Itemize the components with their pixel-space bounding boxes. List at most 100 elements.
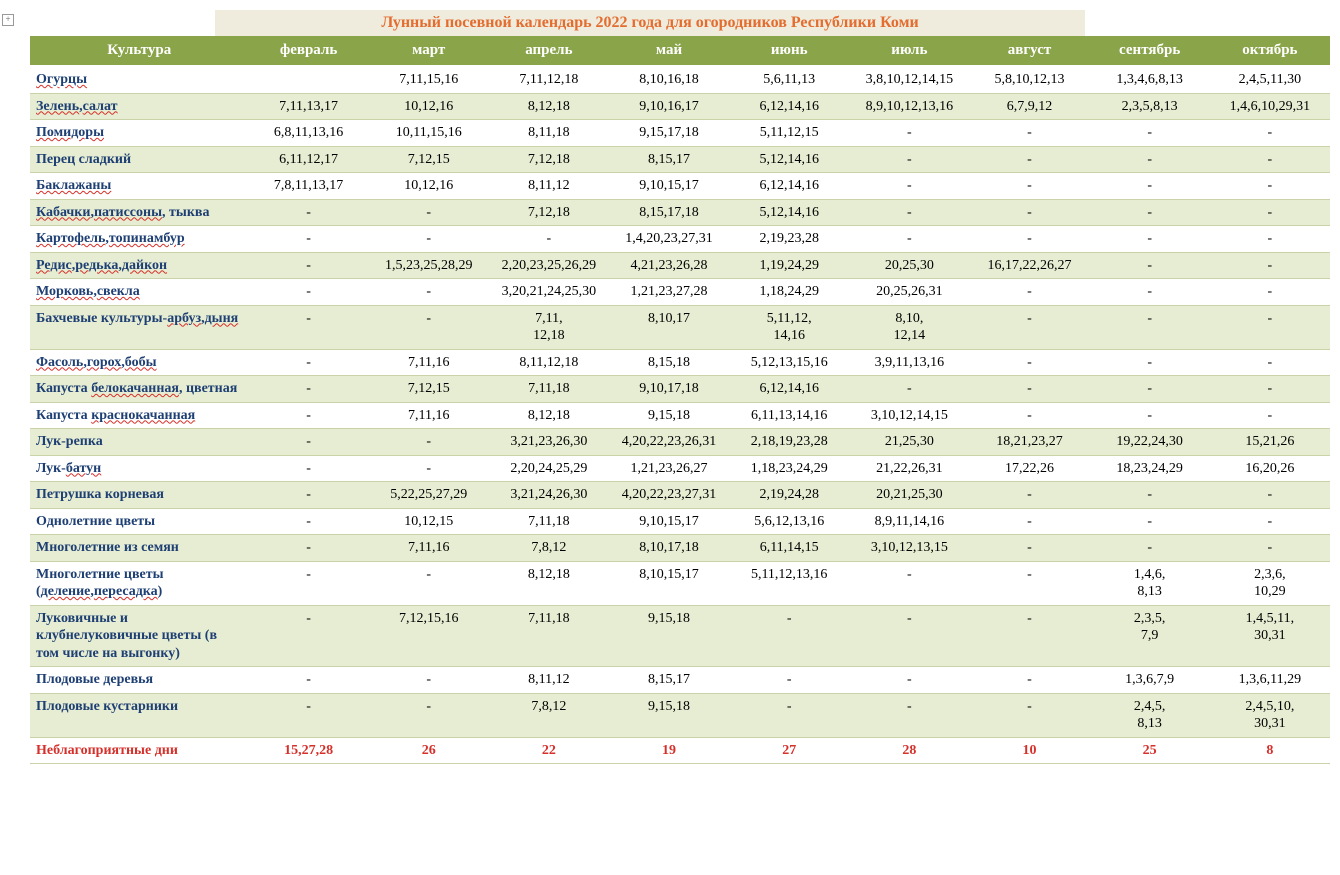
cell-value: 9,10,15,17 xyxy=(609,508,729,535)
cell-value: - xyxy=(369,561,489,605)
cell-value: 1,3,4,6,8,13 xyxy=(1090,66,1210,93)
crop-name: Помидоры xyxy=(30,120,248,147)
cell-value: 8,10,17,18 xyxy=(609,535,729,562)
cell-value: - xyxy=(369,199,489,226)
cell-value: 8,9,10,12,13,16 xyxy=(849,93,969,120)
cell-value: 9,15,18 xyxy=(609,605,729,667)
cell-value: 19 xyxy=(609,737,729,764)
cell-value: - xyxy=(849,226,969,253)
cell-value: 8,10,17 xyxy=(609,305,729,349)
col-month: сентябрь xyxy=(1090,36,1210,66)
col-month: май xyxy=(609,36,729,66)
cell-value: 1,4,6, 8,13 xyxy=(1090,561,1210,605)
cell-value: - xyxy=(969,535,1089,562)
cell-value: 8,12,18 xyxy=(489,93,609,120)
cell-value: 6,12,14,16 xyxy=(729,173,849,200)
crop-name: Петрушка корневая xyxy=(30,482,248,509)
cell-value: 4,20,22,23,27,31 xyxy=(609,482,729,509)
cell-value: 3,10,12,13,15 xyxy=(849,535,969,562)
cell-value: - xyxy=(1210,482,1330,509)
col-month: август xyxy=(969,36,1089,66)
crop-name: Лук-батун xyxy=(30,455,248,482)
cell-value: - xyxy=(369,226,489,253)
table-row: Перец сладкий6,11,12,177,12,157,12,188,1… xyxy=(30,146,1330,173)
cell-value: - xyxy=(1090,482,1210,509)
cell-value: 3,21,23,26,30 xyxy=(489,429,609,456)
cell-value: 18,21,23,27 xyxy=(969,429,1089,456)
cell-value: 7,12,18 xyxy=(489,199,609,226)
cell-value: 7,11,15,16 xyxy=(369,66,489,93)
table-row: Помидоры6,8,11,13,1610,11,15,168,11,189,… xyxy=(30,120,1330,147)
cell-value: 7,11,16 xyxy=(369,402,489,429)
cell-value: - xyxy=(969,605,1089,667)
crop-name: Картофель,топинамбур xyxy=(30,226,248,253)
cell-value: 10 xyxy=(969,737,1089,764)
cell-value: - xyxy=(849,667,969,694)
cell-value: - xyxy=(969,693,1089,737)
crop-name: Кабачки,патиссоны, тыква xyxy=(30,199,248,226)
cell-value: 7,11,13,17 xyxy=(248,93,368,120)
cell-value: - xyxy=(969,402,1089,429)
cell-value: 7,11,16 xyxy=(369,349,489,376)
cell-value: 10,12,16 xyxy=(369,173,489,200)
col-month: февраль xyxy=(248,36,368,66)
cell-value: 9,10,15,17 xyxy=(609,173,729,200)
crop-name: Капуста белокачанная, цветная xyxy=(30,376,248,403)
col-crop: Культура xyxy=(30,36,248,66)
cell-value: 6,12,14,16 xyxy=(729,376,849,403)
cell-value: - xyxy=(248,482,368,509)
cell-value: - xyxy=(369,667,489,694)
cell-value: 1,5,23,25,28,29 xyxy=(369,252,489,279)
crop-name: Многолетние цветы (деление,пересадка) xyxy=(30,561,248,605)
table-row: Редис,редька,дайкон-1,5,23,25,28,292,20,… xyxy=(30,252,1330,279)
cell-value: 7,12,15 xyxy=(369,376,489,403)
cell-value: - xyxy=(849,173,969,200)
cell-value: - xyxy=(248,252,368,279)
table-row: Плодовые кустарники--7,8,129,15,18---2,4… xyxy=(30,693,1330,737)
table-row: Фасоль,горох,бобы-7,11,168,11,12,188,15,… xyxy=(30,349,1330,376)
crop-name: Лук-репка xyxy=(30,429,248,456)
cell-value: 1,21,23,26,27 xyxy=(609,455,729,482)
cell-value: 1,18,24,29 xyxy=(729,279,849,306)
cell-value: - xyxy=(849,561,969,605)
table-row: Многолетние цветы (деление,пересадка)--8… xyxy=(30,561,1330,605)
cell-value: 8,12,18 xyxy=(489,402,609,429)
table-row: Морковь,свекла--3,20,21,24,25,301,21,23,… xyxy=(30,279,1330,306)
cell-value: 5,11,12,13,16 xyxy=(729,561,849,605)
cell-value: - xyxy=(248,376,368,403)
cell-value: - xyxy=(849,605,969,667)
cell-value: 26 xyxy=(369,737,489,764)
cell-value: - xyxy=(248,535,368,562)
cell-value xyxy=(248,66,368,93)
cell-value: 21,22,26,31 xyxy=(849,455,969,482)
cell-value: 8,11,12,18 xyxy=(489,349,609,376)
col-month: октябрь xyxy=(1210,36,1330,66)
cell-value: 5,8,10,12,13 xyxy=(969,66,1089,93)
cell-value: - xyxy=(1210,349,1330,376)
cell-value: 8,12,18 xyxy=(489,561,609,605)
cell-value: - xyxy=(1210,508,1330,535)
cell-value: 10,12,16 xyxy=(369,93,489,120)
cell-value: - xyxy=(248,402,368,429)
cell-value: - xyxy=(248,305,368,349)
cell-value: 7,12,15,16 xyxy=(369,605,489,667)
table-row: Кабачки,патиссоны, тыква--7,12,188,15,17… xyxy=(30,199,1330,226)
cell-value: 1,19,24,29 xyxy=(729,252,849,279)
cell-value: - xyxy=(729,693,849,737)
cell-value: 20,25,30 xyxy=(849,252,969,279)
cell-value: 7,8,12 xyxy=(489,535,609,562)
cell-value: 1,4,20,23,27,31 xyxy=(609,226,729,253)
cell-value: 8,15,17 xyxy=(609,667,729,694)
cell-value: - xyxy=(969,120,1089,147)
cell-value: - xyxy=(1090,120,1210,147)
cell-value: - xyxy=(369,305,489,349)
cell-value: - xyxy=(969,508,1089,535)
cell-value: 3,20,21,24,25,30 xyxy=(489,279,609,306)
cell-value: 9,15,18 xyxy=(609,693,729,737)
cell-value: 18,23,24,29 xyxy=(1090,455,1210,482)
crop-name: Плодовые деревья xyxy=(30,667,248,694)
crop-name: Редис,редька,дайкон xyxy=(30,252,248,279)
cell-value: 6,12,14,16 xyxy=(729,93,849,120)
table-header: Культурафевральмартапрельмайиюньиюльавгу… xyxy=(30,36,1330,66)
cell-value: 2,4,5, 8,13 xyxy=(1090,693,1210,737)
